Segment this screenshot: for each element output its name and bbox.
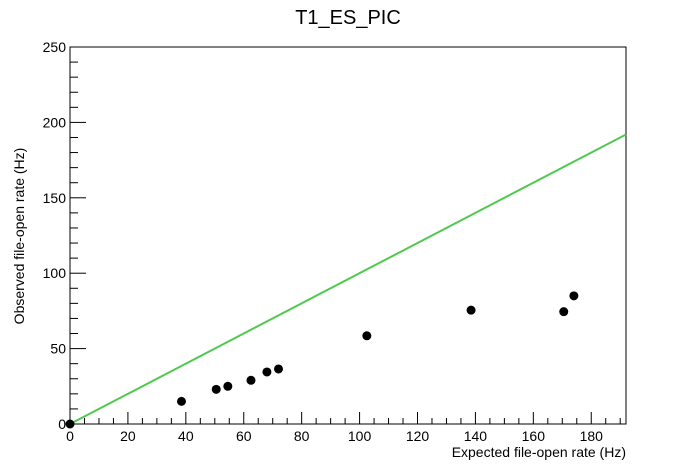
- y-axis-title: Observed file-open rate (Hz): [11, 148, 27, 325]
- data-point: [262, 367, 272, 377]
- data-point: [466, 305, 476, 315]
- data-point: [274, 364, 283, 374]
- y-tick-label: 100: [43, 265, 67, 281]
- data-point: [223, 381, 233, 391]
- x-tick-label: 0: [66, 428, 74, 444]
- x-tick-label: 180: [580, 428, 604, 444]
- x-axis-title: Expected file-open rate (Hz): [452, 444, 626, 460]
- data-point: [362, 331, 372, 341]
- x-tick-label: 120: [406, 428, 430, 444]
- y-tick-label: 250: [43, 39, 67, 55]
- y-axis: 0 50 100 150 200 250: [43, 39, 86, 432]
- chart-title: T1_ES_PIC: [295, 7, 401, 29]
- reference-line-group: [69, 133, 627, 425]
- data-point: [211, 384, 221, 394]
- y-tick-label: 50: [50, 341, 66, 357]
- y-tick-label: 150: [43, 190, 67, 206]
- y-tick-label: 0: [58, 416, 66, 432]
- x-tick-label: 100: [348, 428, 372, 444]
- x-tick-label: 40: [178, 428, 194, 444]
- reference-line: [69, 133, 627, 425]
- y-tick-label: 200: [43, 114, 67, 130]
- data-point: [176, 396, 186, 406]
- x-tick-label: 20: [120, 428, 136, 444]
- x-tick-label: 160: [522, 428, 546, 444]
- data-point: [246, 375, 256, 385]
- x-tick-label: 60: [236, 428, 252, 444]
- plot-frame: [69, 46, 627, 425]
- data-point: [569, 291, 579, 301]
- x-tick-label: 140: [464, 428, 488, 444]
- points-group: [65, 291, 579, 429]
- x-axis: 0 20 40 60 80 100 120 140 160 180: [66, 412, 621, 444]
- x-tick-label: 80: [294, 428, 310, 444]
- data-point: [559, 307, 569, 317]
- data-point: [65, 419, 75, 429]
